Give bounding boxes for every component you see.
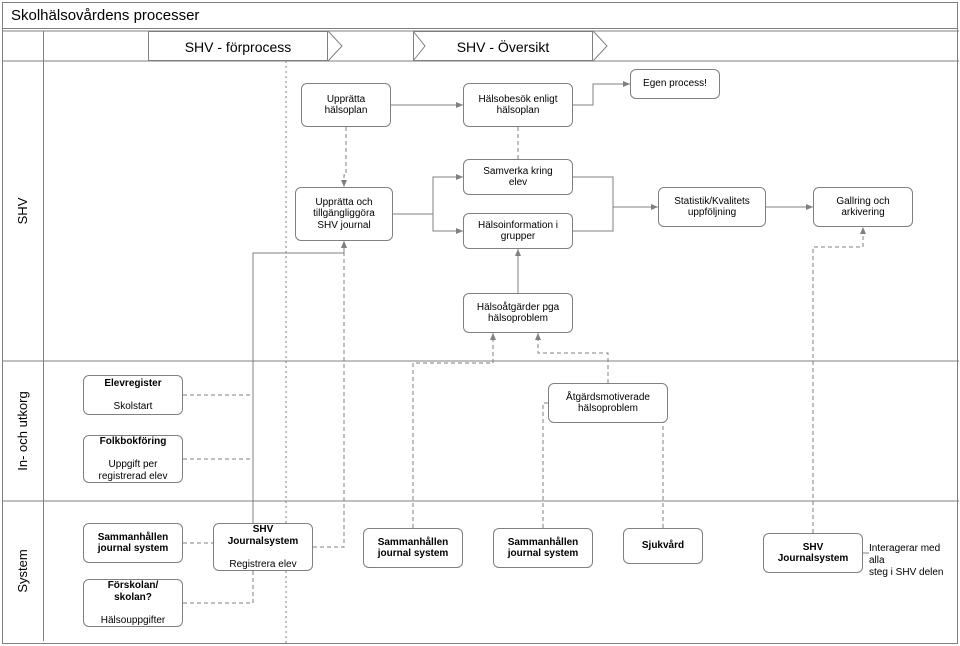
node-label: Gallring ocharkivering <box>836 196 889 219</box>
node-label: Statistik/Kvalitetsuppföljning <box>674 196 750 219</box>
phase-oversikt: SHV - Översikt <box>413 31 593 61</box>
node-atgardsmotiverade: Åtgärdsmotiveradehälsoproblem <box>548 383 668 423</box>
node-label: Hälsoåtgärder pgahälsoproblem <box>477 302 559 325</box>
node-statistik: Statistik/Kvalitetsuppföljning <box>658 187 766 227</box>
lane-label-shv: SHV <box>3 61 43 361</box>
node-label: Sammanhållenjournal system <box>98 532 169 555</box>
node-elevregister: Elevregister Skolstart <box>83 375 183 415</box>
annotation-interact: Interagerar med allasteg i SHV delen <box>869 543 957 579</box>
node-label: Hälsoinformation igrupper <box>478 220 558 243</box>
node-sammanhallen3: Sammanhållenjournal system <box>493 528 593 568</box>
node-label: Elevregister <box>104 378 161 390</box>
node-sublabel: Uppgift perregistrerad elev <box>99 459 168 482</box>
node-label: Hälsobesök enligthälsoplan <box>479 94 558 117</box>
node-label: Upprätta ochtillgängliggöraSHV journal <box>313 197 375 232</box>
node-forskolan: Förskolan/skolan? Hälsouppgifter <box>83 579 183 627</box>
node-label: SHVJournalsystem <box>228 524 299 547</box>
node-halsobesok: Hälsobesök enligthälsoplan <box>463 83 573 127</box>
node-uppratta_halsoplan: Upprättahälsoplan <box>301 83 391 127</box>
node-label: Egen process! <box>643 78 707 90</box>
node-label: SHVJournalsystem <box>778 542 849 565</box>
page-title: Skolhälsovårdens processer <box>3 3 957 29</box>
node-sjukvard: Sjukvård <box>623 528 703 564</box>
node-label: Folkbokföring <box>100 436 167 448</box>
node-halsoatgarder: Hälsoåtgärder pgahälsoproblem <box>463 293 573 333</box>
node-label: Sammanhållenjournal system <box>378 537 449 560</box>
node-egen_process: Egen process! <box>630 69 720 99</box>
node-label: Upprättahälsoplan <box>325 94 368 117</box>
node-halsoinfo: Hälsoinformation igrupper <box>463 213 573 249</box>
lane-label-inut: In- och utkorg <box>3 361 43 501</box>
node-shv_journal_reg: SHVJournalsystem Registrera elev <box>213 523 313 571</box>
node-label: Samverka kringelev <box>483 166 552 189</box>
lane-label-system: System <box>3 501 43 641</box>
node-label: Sjukvård <box>642 540 684 552</box>
node-sammanhallen2: Sammanhållenjournal system <box>363 528 463 568</box>
node-sublabel: Hälsouppgifter <box>101 615 165 627</box>
node-label: Sammanhållenjournal system <box>508 537 579 560</box>
node-samverka: Samverka kringelev <box>463 159 573 195</box>
diagram-container: Skolhälsovårdens processer SHV - förproc… <box>2 2 958 644</box>
phase-forprocess: SHV - förprocess <box>148 31 328 61</box>
node-gallring: Gallring ocharkivering <box>813 187 913 227</box>
node-label: Åtgärdsmotiveradehälsoproblem <box>566 392 650 415</box>
node-sublabel: Skolstart <box>114 401 153 413</box>
node-sublabel: Registrera elev <box>229 559 296 571</box>
node-label: Förskolan/skolan? <box>108 580 159 603</box>
node-uppratta_journal: Upprätta ochtillgängliggöraSHV journal <box>295 187 393 241</box>
node-shv_journal2: SHVJournalsystem <box>763 533 863 573</box>
node-sammanhallen1: Sammanhållenjournal system <box>83 523 183 563</box>
node-folkbokforing: Folkbokföring Uppgift perregistrerad elev <box>83 435 183 483</box>
phase-band: SHV - förprocess SHV - Översikt <box>43 31 955 61</box>
